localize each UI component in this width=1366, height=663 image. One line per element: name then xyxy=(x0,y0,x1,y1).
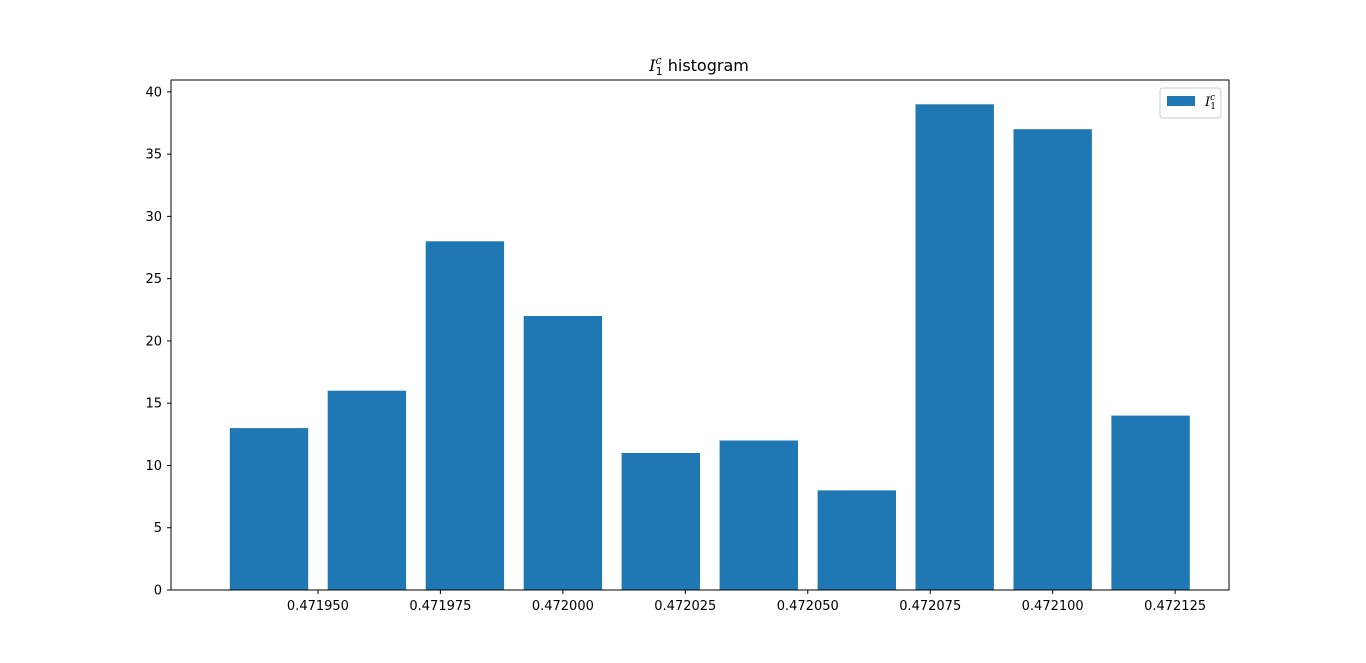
y-tick-label: 10 xyxy=(145,459,162,474)
x-axis: 0.471950 0.471975 0.472000 0.472025 0.472050… xyxy=(287,590,1206,614)
bars-group xyxy=(229,104,1190,591)
histogram-bar xyxy=(523,316,603,590)
x-tick-label: 0.472025 xyxy=(654,599,716,614)
y-axis: 0 5 10 15 20 25 30 35 40 xyxy=(145,85,171,599)
y-tick-label: 30 xyxy=(145,210,162,225)
legend-label: Ic 1 xyxy=(1204,93,1216,112)
x-tick-label: 0.472050 xyxy=(777,599,839,614)
histogram-bar xyxy=(719,440,798,590)
plot-frame xyxy=(170,79,1230,591)
legend: Ic 1 xyxy=(1159,87,1222,119)
y-tick-label: 5 xyxy=(154,521,162,536)
y-tick-label: 40 xyxy=(145,85,162,100)
chart-title: Ic 1 histogram xyxy=(648,54,749,78)
histogram-bar xyxy=(327,390,407,590)
x-tick-label: 0.471975 xyxy=(409,599,471,614)
legend-swatch xyxy=(1167,96,1195,106)
histogram-bar xyxy=(817,490,896,590)
y-tick-label: 0 xyxy=(154,584,162,599)
y-tick-label: 15 xyxy=(145,397,162,412)
x-tick-label: 0.472100 xyxy=(1022,599,1084,614)
histogram-bar xyxy=(915,104,994,591)
x-tick-label: 0.472125 xyxy=(1144,599,1206,614)
x-tick-label: 0.472075 xyxy=(899,599,961,614)
histogram-bar xyxy=(1111,415,1190,590)
histogram-bar xyxy=(425,241,505,591)
histogram-bar xyxy=(229,428,309,590)
histogram-bar xyxy=(1013,129,1092,590)
y-tick-label: 25 xyxy=(145,272,162,287)
y-tick-label: 20 xyxy=(145,334,162,349)
histogram-bar xyxy=(621,453,700,590)
x-tick-label: 0.471950 xyxy=(287,599,349,614)
y-tick-label: 35 xyxy=(145,148,162,163)
x-tick-label: 0.472000 xyxy=(532,599,594,614)
